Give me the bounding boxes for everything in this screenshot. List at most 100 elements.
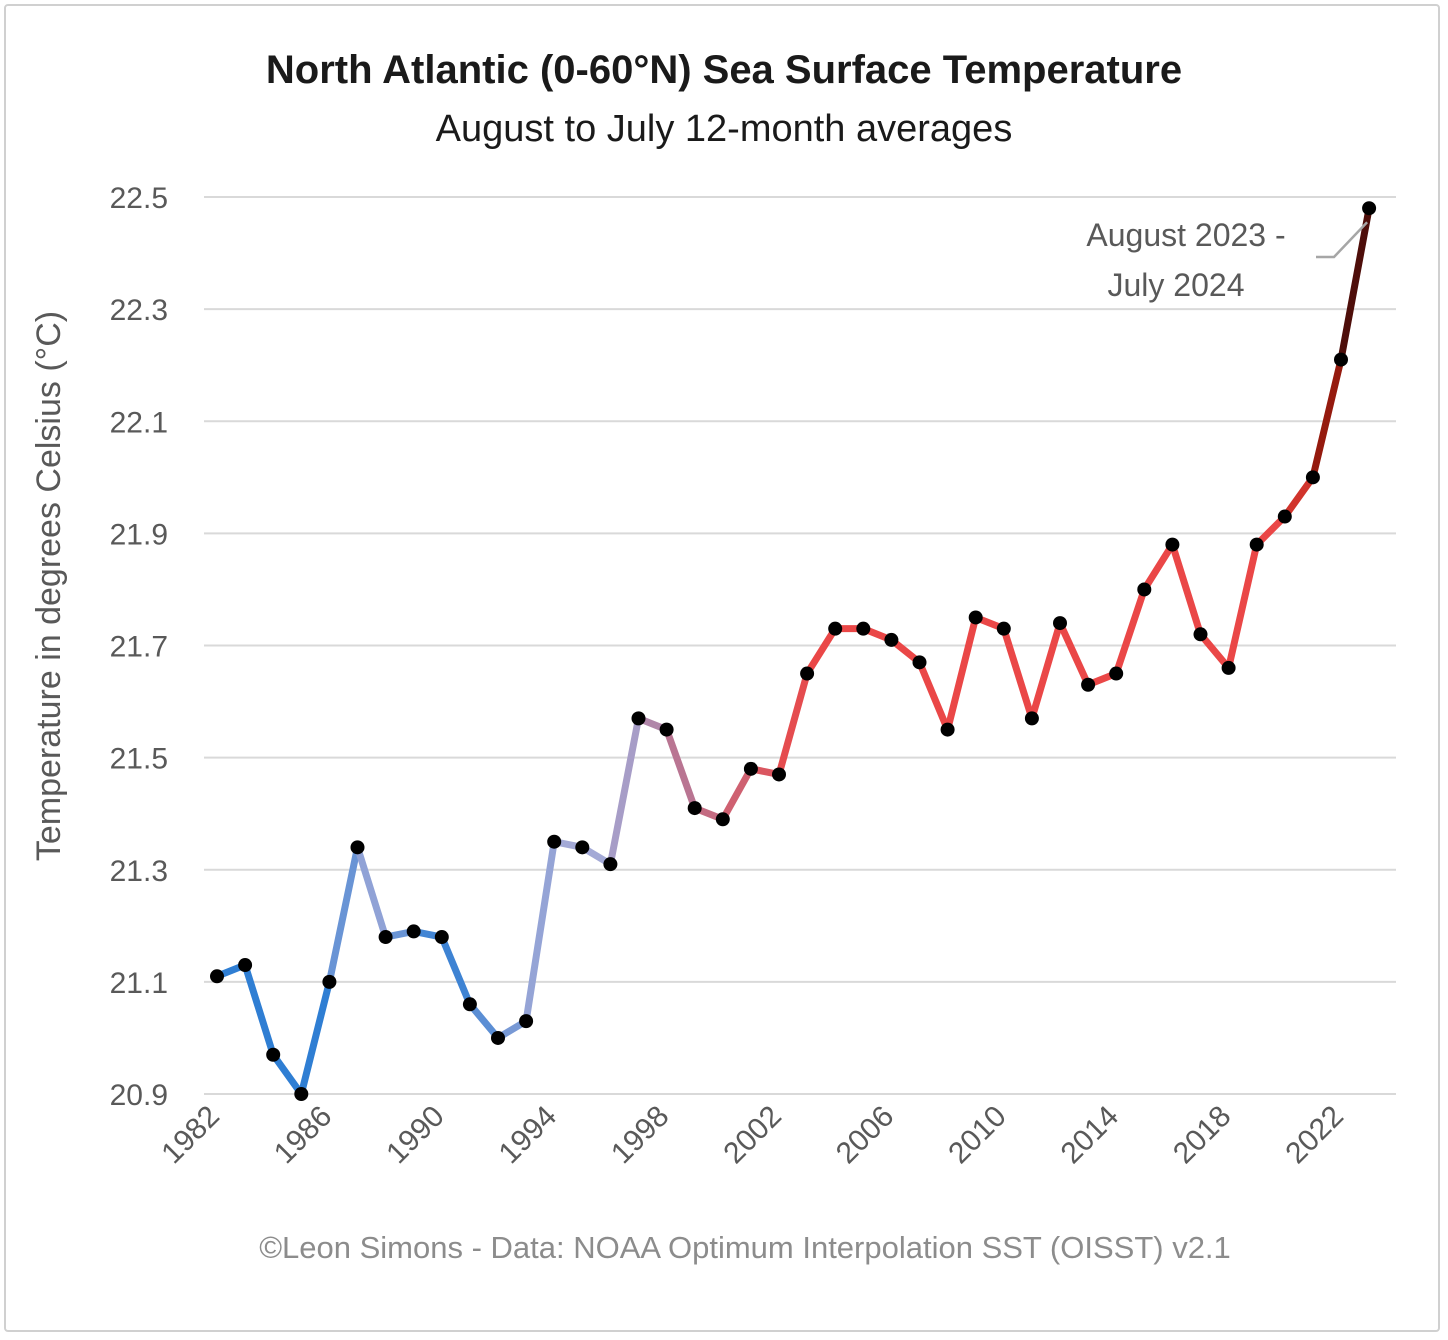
- y-tick-label: 21.5: [110, 743, 168, 776]
- series-segment: [1112, 585, 1148, 678]
- annotation-line1: August 2023 -: [1086, 217, 1285, 253]
- data-point: [996, 621, 1011, 636]
- data-point: [350, 840, 365, 855]
- x-axis-ticks: 1982 1986 1990 1994 1998 2002 2006 2010 2014 2018…: [155, 1100, 1350, 1171]
- data-point: [800, 666, 815, 681]
- chart-frame: [4, 4, 1440, 1332]
- data-point: [1193, 627, 1208, 642]
- x-tick-label: 2022: [1279, 1100, 1350, 1171]
- data-point: [828, 621, 843, 636]
- data-point: [940, 722, 955, 737]
- chart-title: North Atlantic (0-60°N) Sea Surface Temp…: [265, 48, 1183, 92]
- series-segment: [1309, 356, 1345, 481]
- data-point: [210, 969, 224, 984]
- data-point: [1053, 616, 1067, 631]
- data-point: [772, 767, 786, 782]
- series-segment: [803, 625, 839, 678]
- series-segment: [606, 714, 642, 868]
- series-segment: [522, 838, 558, 1025]
- series-segment: [1056, 619, 1092, 689]
- series-segment: [1281, 473, 1317, 521]
- series-segment: [241, 961, 277, 1059]
- data-point: [1109, 666, 1124, 681]
- series-segment: [438, 933, 474, 1008]
- y-axis-ticks: 20.9 21.1 21.3 21.5 21.7 21.9 22.1 22.3 22.5: [110, 182, 168, 1112]
- x-tick-label: 1990: [380, 1100, 451, 1171]
- data-point: [1277, 509, 1292, 524]
- data-point: [1024, 711, 1039, 726]
- data-point: [1165, 537, 1180, 552]
- data-point: [856, 621, 871, 636]
- data-point: [322, 974, 337, 989]
- x-tick-label: 1994: [493, 1100, 564, 1171]
- data-point: [912, 655, 927, 670]
- series-segment: [775, 670, 811, 778]
- data-point: [547, 834, 562, 849]
- data-point: [1249, 537, 1264, 552]
- data-point: [687, 801, 702, 816]
- series-segment: [325, 843, 361, 986]
- y-tick-label: 21.7: [110, 631, 168, 664]
- x-tick-label: 1998: [605, 1100, 676, 1171]
- data-point: [519, 1014, 534, 1029]
- series-segment: [1168, 541, 1204, 638]
- series-segment: [663, 726, 699, 812]
- gridlines: [204, 196, 1396, 1095]
- data-point: [462, 997, 477, 1012]
- data-point: [631, 711, 646, 726]
- series-segment: [719, 765, 755, 823]
- y-tick-label: 21.9: [110, 518, 168, 551]
- data-point: [1334, 352, 1348, 367]
- data-point: [659, 722, 674, 737]
- data-point: [575, 840, 590, 855]
- data-point: [491, 1030, 505, 1045]
- data-point: [603, 857, 618, 872]
- data-point: [434, 930, 449, 945]
- data-point: [238, 958, 253, 973]
- annotation-line2: July 2024: [1108, 267, 1245, 303]
- data-point: [968, 610, 983, 625]
- series-line: [213, 204, 1373, 1098]
- series-segment: [1225, 541, 1261, 672]
- y-tick-label: 21.3: [110, 855, 168, 888]
- series-points: [210, 201, 1377, 1101]
- series-segment: [1028, 619, 1064, 722]
- data-point: [743, 761, 758, 776]
- series-segment: [1140, 541, 1176, 593]
- chart-subtitle: August to July 12-month averages: [435, 108, 1013, 150]
- data-point: [1305, 470, 1320, 485]
- x-tick-label: 2006: [830, 1100, 901, 1171]
- data-point: [884, 632, 899, 647]
- x-tick-label: 2018: [1167, 1100, 1238, 1171]
- x-tick-label: 2002: [717, 1100, 788, 1171]
- series-segment: [1197, 630, 1233, 672]
- series-segment: [1337, 204, 1373, 364]
- y-axis-label: Temperature in degrees Celsius (°C): [30, 311, 68, 861]
- x-tick-label: 2010: [942, 1100, 1013, 1171]
- series-segment: [1000, 625, 1036, 722]
- y-tick-label: 20.9: [110, 1079, 168, 1112]
- data-point: [1362, 201, 1377, 216]
- annotation: August 2023 - July 2024: [1086, 217, 1369, 303]
- y-tick-label: 21.1: [110, 967, 168, 1000]
- series-segment: [269, 1051, 305, 1098]
- y-tick-label: 22.5: [110, 182, 168, 215]
- data-point: [715, 812, 730, 827]
- data-point: [1137, 582, 1152, 597]
- series-segment: [354, 843, 390, 941]
- y-tick-label: 22.1: [110, 406, 168, 439]
- series-segment: [297, 978, 333, 1098]
- data-point: [294, 1087, 309, 1101]
- data-point: [406, 924, 421, 939]
- series-segment: [944, 613, 980, 734]
- annotation-leader-line: [1316, 221, 1369, 259]
- y-tick-label: 22.3: [110, 294, 168, 327]
- series-segment: [466, 1000, 502, 1042]
- data-point: [378, 930, 393, 945]
- series-segment: [916, 658, 952, 734]
- data-credit: ©Leon Simons - Data: NOAA Optimum Interp…: [259, 1230, 1231, 1265]
- data-point: [1081, 677, 1096, 692]
- data-point: [266, 1047, 281, 1062]
- data-point: [1221, 660, 1236, 675]
